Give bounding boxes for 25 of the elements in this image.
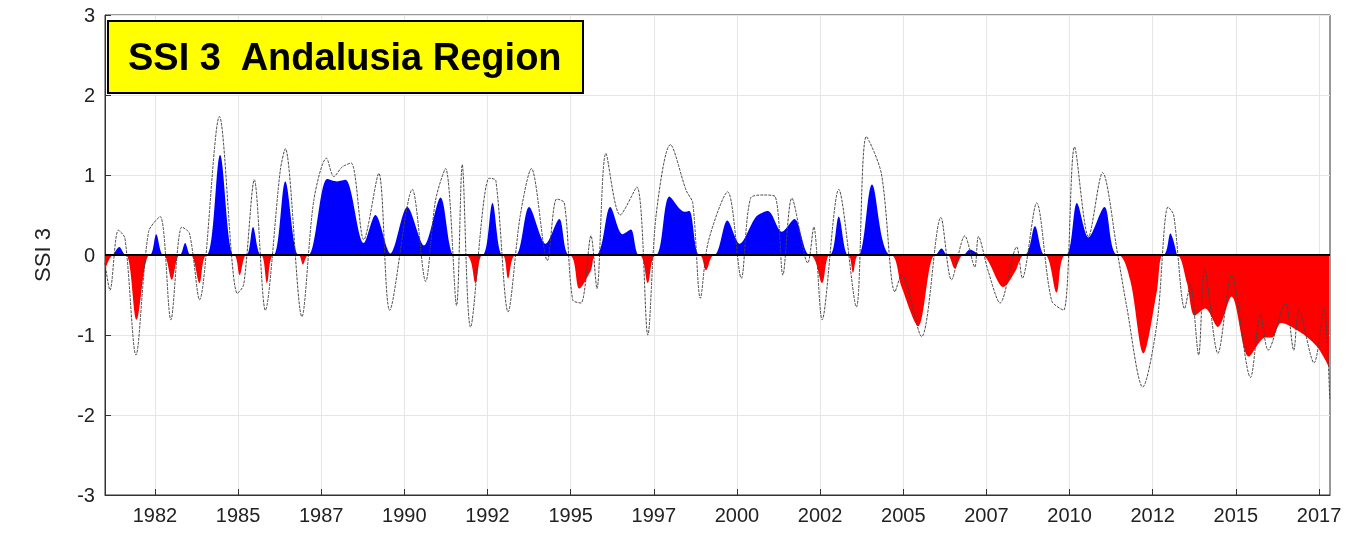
x-tick-label: 1997 xyxy=(631,504,677,526)
x-tick-label: 1990 xyxy=(382,504,427,526)
x-tick-label: 2000 xyxy=(714,504,760,526)
x-tick-label: 1985 xyxy=(215,504,261,526)
y-tick-label: 2 xyxy=(83,84,95,106)
x-tick-label: 1987 xyxy=(298,504,344,526)
x-tick-label: 2005 xyxy=(881,504,926,526)
x-tick-label: 1982 xyxy=(132,504,178,526)
x-tick-label: 2015 xyxy=(1213,504,1259,526)
x-tick-label: 2007 xyxy=(964,504,1009,526)
x-tick-label: 1995 xyxy=(548,504,593,526)
x-tick-label: 2010 xyxy=(1047,504,1092,526)
x-tick-label: 1992 xyxy=(465,504,510,526)
y-tick-label: -2 xyxy=(77,404,95,426)
x-tick-label: 2012 xyxy=(1130,504,1175,526)
x-tick-label: 2017 xyxy=(1296,504,1342,526)
y-axis-title: SSI 3 xyxy=(29,228,55,282)
x-tick-label: 2002 xyxy=(797,504,843,526)
y-tick-label: -1 xyxy=(77,324,95,346)
y-tick-label: 1 xyxy=(83,164,95,186)
y-tick-label: -3 xyxy=(77,484,95,506)
y-tick-label: 0 xyxy=(83,244,95,266)
text: SSI 3 Andalusia Region xyxy=(128,36,562,78)
line-series xyxy=(104,116,1331,399)
y-tick-label: 3 xyxy=(83,4,95,26)
